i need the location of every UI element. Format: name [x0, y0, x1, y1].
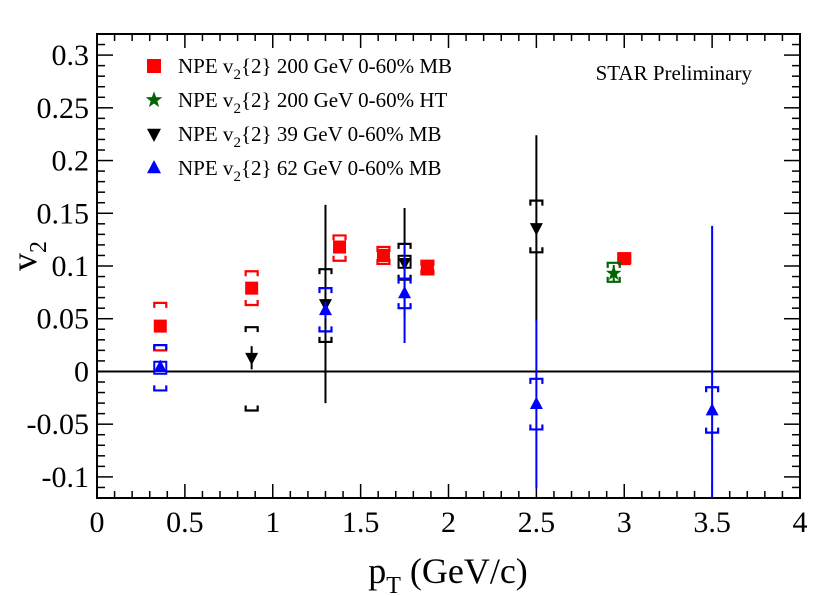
x-tick-label: 2 [441, 506, 456, 539]
x-tick-label: 1.5 [342, 506, 380, 539]
y-tick-label: -0.1 [42, 461, 90, 494]
y-tick-label: 0 [74, 355, 89, 388]
data-point [398, 285, 412, 299]
y-axis-label: v2 [4, 241, 52, 271]
legend-marker [147, 59, 161, 73]
legend-label: NPE v2{2} 200 GeV 0-60% HT [178, 88, 448, 117]
y-tick-label: 0.25 [37, 92, 90, 125]
x-tick-label: 0 [90, 506, 105, 539]
legend-marker [147, 159, 161, 174]
series-1 [605, 261, 622, 283]
legend: NPE v2{2} 200 GeV 0-60% MB NPE v2{2} 200 … [145, 54, 452, 185]
y-tick-label: 0.05 [37, 303, 90, 336]
systematic-bracket [244, 300, 259, 307]
data-point [318, 302, 332, 316]
x-tick-label: 4 [793, 506, 808, 539]
systematic-bracket [244, 270, 259, 277]
y-tick-label: 0.3 [52, 39, 90, 72]
legend-marker [145, 91, 163, 108]
systematic-bracket [332, 255, 347, 262]
systematic-bracket [153, 301, 168, 308]
legend-label: NPE v2{2} 200 GeV 0-60% MB [178, 54, 452, 83]
x-axis-label: pT (GeV/c) [368, 551, 528, 596]
data-point [245, 352, 259, 366]
legend-marker [147, 128, 161, 143]
data-point [617, 252, 631, 266]
systematic-bracket [244, 326, 259, 333]
data-layer [153, 135, 720, 498]
x-tick-label: 1 [265, 506, 280, 539]
data-point [153, 359, 167, 373]
systematic-bracket [606, 261, 621, 268]
systematic-bracket [244, 405, 259, 412]
x-tick-label: 2.5 [518, 506, 556, 539]
systematic-bracket [318, 287, 333, 294]
x-tick-label: 3.5 [693, 506, 731, 539]
data-point [705, 402, 719, 416]
data-point [420, 261, 434, 275]
systematic-bracket [332, 234, 347, 241]
series-0 [153, 234, 632, 352]
data-point [605, 265, 622, 280]
data-point [376, 248, 390, 262]
data-point [529, 396, 543, 410]
legend-label: NPE v2{2} 62 GeV 0-60% MB [178, 156, 442, 185]
systematic-bracket [153, 385, 168, 392]
star-preliminary-label: STAR Preliminary [596, 61, 753, 85]
data-point [245, 281, 259, 295]
x-tick-label: 3 [617, 506, 632, 539]
x-tick-label: 0.5 [166, 506, 204, 539]
y-tick-label: 0.1 [52, 250, 90, 283]
y-tick-label: 0.15 [37, 197, 90, 230]
systematic-bracket [318, 326, 333, 333]
data-point [153, 319, 167, 333]
systematic-bracket [153, 343, 168, 351]
data-point [333, 240, 347, 254]
y-tick-label: -0.05 [27, 408, 90, 441]
y-tick-label: 0.2 [52, 145, 90, 178]
legend-label: NPE v2{2} 39 GeV 0-60% MB [178, 122, 442, 151]
data-point [529, 223, 543, 236]
series-3 [153, 225, 720, 498]
axes-layer: 0 0.5 1 1.5 2 2.5 3 3.5 4 -0.1 -0.05 0 0.05 0.1 0.15 0.… [4, 33, 808, 596]
